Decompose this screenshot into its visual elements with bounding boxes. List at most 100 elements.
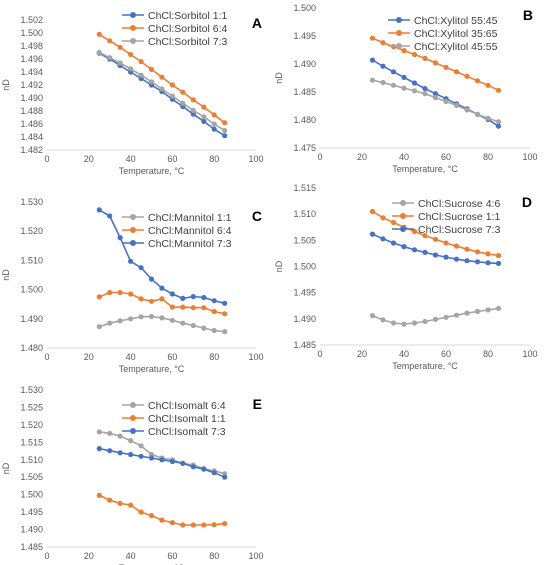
legend-marker xyxy=(130,12,136,18)
y-tick-label: 1.500 xyxy=(20,490,43,500)
y-tick-label: 1.485 xyxy=(293,340,316,350)
data-point xyxy=(117,500,123,506)
data-point xyxy=(474,78,481,84)
legend-entry-label: ChCl:Xylitol 55:45 xyxy=(414,15,498,27)
data-point xyxy=(128,316,134,322)
data-point xyxy=(107,320,113,326)
x-tick-label: 80 xyxy=(483,349,493,359)
data-point xyxy=(96,324,102,330)
data-point xyxy=(432,91,439,97)
legend-marker xyxy=(130,38,136,44)
x-tick-label: 100 xyxy=(522,349,537,359)
data-point xyxy=(190,464,196,470)
data-point xyxy=(443,254,449,260)
data-point xyxy=(453,102,460,108)
y-tick-label: 1.515 xyxy=(20,437,43,447)
legend-entry-label: ChCl:Isomalt 6:4 xyxy=(148,400,226,412)
data-point xyxy=(474,308,481,315)
x-tick-label: 20 xyxy=(84,154,94,164)
data-point xyxy=(169,520,175,526)
data-point xyxy=(169,93,175,99)
data-point xyxy=(180,100,186,106)
data-point xyxy=(453,69,460,75)
data-point xyxy=(380,40,386,46)
legend-entry-label: ChCl:Sucrose 4:6 xyxy=(418,198,500,210)
x-tick-label: 20 xyxy=(357,152,367,162)
data-point xyxy=(485,260,491,266)
data-point xyxy=(495,119,502,125)
data-point xyxy=(138,453,144,459)
x-tick-label: 60 xyxy=(167,352,177,362)
data-point xyxy=(380,79,386,86)
x-tick-label: 60 xyxy=(167,154,177,164)
x-tick-label: 0 xyxy=(317,349,322,359)
legend-marker xyxy=(396,17,402,23)
data-point xyxy=(411,228,418,234)
y-tick-label: 1.530 xyxy=(20,385,43,395)
data-point xyxy=(369,208,376,215)
x-tick-label: 100 xyxy=(248,154,263,164)
data-point xyxy=(201,466,207,472)
data-point xyxy=(201,104,207,110)
x-axis-label: Temperature, °C xyxy=(119,364,185,374)
data-point xyxy=(495,123,502,129)
data-point xyxy=(96,492,102,498)
data-point xyxy=(107,289,113,296)
legend-entry-label: ChCl:Sorbitol 7:3 xyxy=(148,36,228,48)
x-tick-label: 40 xyxy=(126,154,136,164)
chart-panel-b: 1.475 1.480 1.485 1.490 1.495 1.500 0 20 40 60 80 1… xyxy=(274,3,538,174)
y-tick-label: 1.496 xyxy=(20,54,43,64)
data-point xyxy=(128,66,134,72)
y-tick-label: 1.500 xyxy=(20,285,43,295)
data-point xyxy=(401,48,407,54)
legend-marker xyxy=(400,226,406,232)
y-tick-label: 1.480 xyxy=(293,115,316,125)
legend-entry-label: ChCl:Sorbitol 1:1 xyxy=(148,10,228,22)
legend-marker xyxy=(396,30,402,36)
data-point xyxy=(128,502,134,508)
data-point xyxy=(107,448,113,454)
y-tick-label: 1.480 xyxy=(20,343,43,353)
data-point xyxy=(201,522,207,528)
legend-entry-label: ChCl:Sucrose 1:1 xyxy=(418,211,500,223)
data-point xyxy=(485,115,491,121)
data-point xyxy=(201,305,207,311)
data-point xyxy=(432,60,439,66)
data-point xyxy=(380,236,386,242)
data-point xyxy=(464,310,470,316)
data-point xyxy=(411,247,418,253)
legend-marker xyxy=(130,415,136,421)
data-point xyxy=(422,91,428,97)
legend-marker xyxy=(130,402,136,408)
y-tick-label: 1.502 xyxy=(20,15,43,25)
legend-marker xyxy=(130,240,136,246)
y-tick-label: 1.485 xyxy=(293,87,316,97)
y-tick-label: 1.520 xyxy=(20,420,43,430)
data-point xyxy=(128,258,134,264)
data-point xyxy=(211,327,217,334)
x-tick-label: 0 xyxy=(44,352,49,362)
data-point xyxy=(138,72,144,78)
y-tick-label: 1.530 xyxy=(20,197,43,207)
y-tick-label: 1.525 xyxy=(20,402,43,412)
data-point xyxy=(390,320,397,326)
data-point xyxy=(222,133,228,139)
x-tick-label: 60 xyxy=(167,551,177,561)
data-point xyxy=(128,438,134,444)
data-point xyxy=(138,265,144,271)
data-point xyxy=(432,252,439,258)
legend-entry-label: ChCl:Mannitol 7:3 xyxy=(148,238,232,250)
data-point xyxy=(222,521,228,527)
data-point xyxy=(117,318,123,324)
data-point xyxy=(169,317,175,323)
y-tick-label: 1.482 xyxy=(20,145,43,155)
data-point xyxy=(169,291,175,297)
data-point xyxy=(180,304,186,310)
x-tick-label: 20 xyxy=(84,352,94,362)
data-point xyxy=(380,317,386,323)
data-point xyxy=(443,98,449,105)
data-point xyxy=(211,470,217,476)
y-tick-label: 1.498 xyxy=(20,41,43,51)
data-point xyxy=(201,118,207,124)
chart-panel-e: 1.485 1.490 1.495 1.500 1.505 1.510 1.515 1.520… xyxy=(1,385,264,565)
